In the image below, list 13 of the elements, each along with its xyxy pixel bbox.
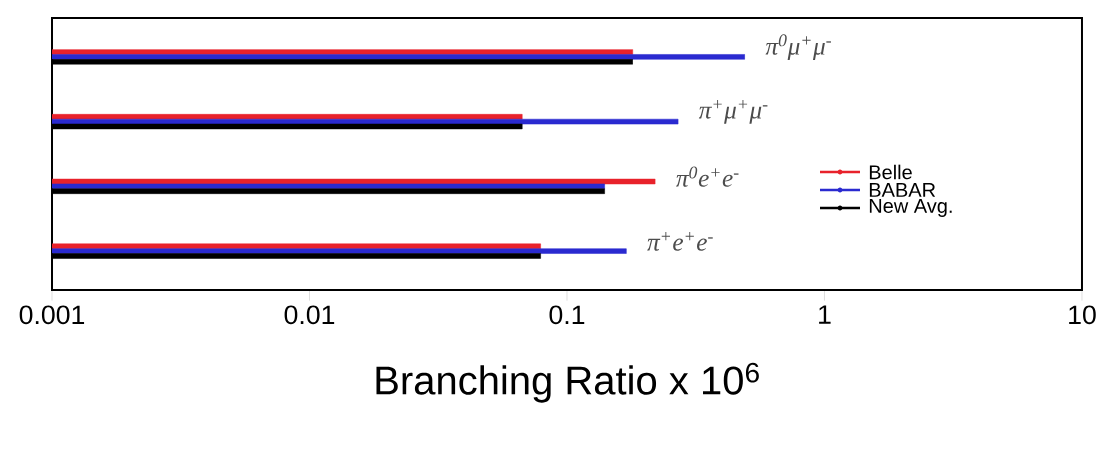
x-tick-label: 0.01 [284,305,335,325]
legend-label: BABAR [869,183,936,197]
x-tick-label: 0.1 [549,305,585,325]
legend-label: New Avg. [869,199,952,217]
legend-label: Belle [869,164,912,180]
y-tick-label: π$^{+}$μ$^{+}$μ$^{-}$ [698,100,768,124]
x-tick-label: 1 [819,305,831,324]
x-axis-title: Branching Ratio x 10$^{6}$ [376,362,759,403]
x-tick-label: 10 [1069,305,1096,325]
y-tick-label: π$^{0}$μ$^{+}$μ$^{-}$ [765,34,831,60]
y-tick-label: π$^{0}$e$^{+}$e$^{-}$ [676,166,739,187]
y-tick-label: π$^{+}$e$^{+}$e$^{-}$ [647,232,713,251]
x-tick-label: 0.001 [19,305,85,325]
